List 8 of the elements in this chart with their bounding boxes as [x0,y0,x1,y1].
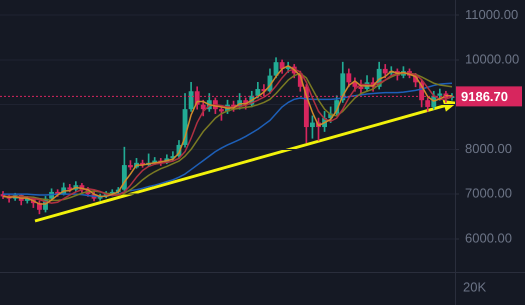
y-tick-label: 6000.00 [465,230,512,246]
y-tick-label: 11000.00 [465,6,518,22]
y-tick-label: 8000.00 [465,141,512,156]
ref-line-label: 9186.70 [461,88,508,104]
candlestick [310,116,315,139]
text: 20K [463,280,486,295]
y-tick-label: 10000.00 [465,52,520,67]
y-tick-label: 7000.00 [465,186,512,201]
